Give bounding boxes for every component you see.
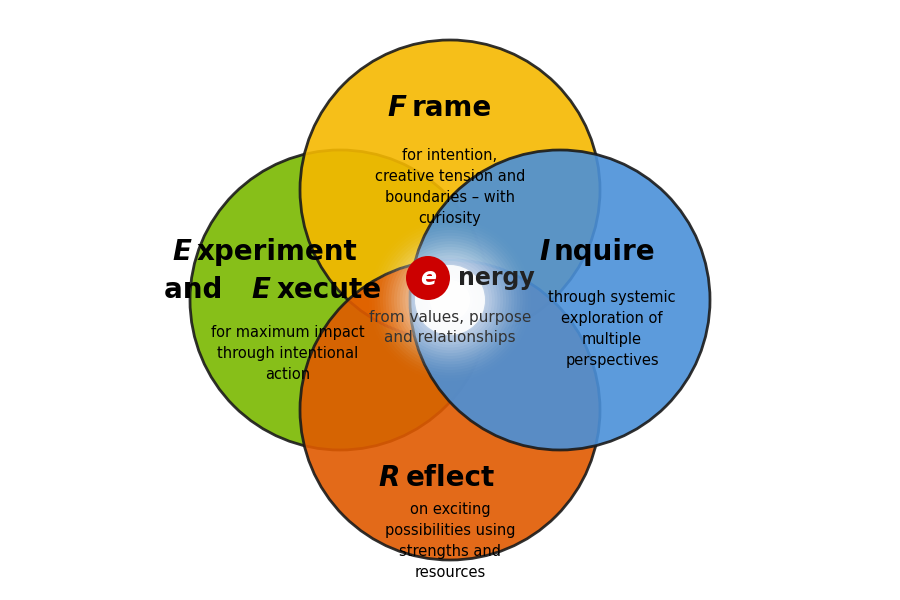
Circle shape: [402, 253, 498, 347]
Circle shape: [394, 244, 506, 356]
Text: on exciting
possibilities using
strengths and
resources: on exciting possibilities using strength…: [385, 502, 515, 580]
Circle shape: [439, 289, 461, 311]
Text: F: F: [387, 94, 406, 122]
Circle shape: [425, 275, 475, 325]
Circle shape: [405, 255, 495, 345]
Circle shape: [397, 247, 503, 353]
Circle shape: [417, 266, 483, 334]
Text: rame: rame: [411, 94, 492, 122]
Circle shape: [430, 280, 470, 320]
Text: for maximum impact
through intentional
action: for maximum impact through intentional a…: [212, 325, 364, 382]
Circle shape: [445, 295, 455, 305]
Circle shape: [408, 258, 492, 342]
Text: R: R: [379, 464, 400, 492]
Circle shape: [190, 150, 490, 450]
Text: from values, purpose
and relationships: from values, purpose and relationships: [369, 310, 531, 345]
Circle shape: [414, 263, 486, 337]
Circle shape: [410, 150, 710, 450]
Circle shape: [300, 260, 600, 560]
Circle shape: [389, 238, 511, 362]
Circle shape: [430, 280, 470, 320]
Text: e: e: [420, 266, 436, 290]
Circle shape: [406, 256, 450, 300]
Circle shape: [415, 265, 485, 335]
Text: nergy: nergy: [458, 266, 535, 290]
Circle shape: [419, 269, 481, 331]
Circle shape: [436, 286, 464, 314]
Text: nquire: nquire: [554, 238, 655, 266]
Circle shape: [392, 241, 508, 359]
Text: xperiment: xperiment: [196, 238, 357, 266]
Circle shape: [410, 261, 490, 339]
Text: and: and: [164, 276, 232, 304]
Circle shape: [442, 292, 458, 308]
Text: eflect: eflect: [406, 464, 496, 492]
Text: E: E: [172, 238, 191, 266]
Text: E: E: [252, 276, 271, 304]
Text: xecute: xecute: [276, 276, 382, 304]
Circle shape: [400, 250, 500, 350]
Circle shape: [433, 283, 467, 317]
Circle shape: [447, 297, 453, 303]
Text: for intention,
creative tension and
boundaries – with
curiosity: for intention, creative tension and boun…: [374, 148, 526, 226]
Circle shape: [428, 278, 473, 322]
Text: through systemic
exploration of
multiple
perspectives: through systemic exploration of multiple…: [548, 290, 676, 368]
Text: I: I: [540, 238, 550, 266]
Circle shape: [300, 40, 600, 340]
Circle shape: [422, 272, 478, 328]
